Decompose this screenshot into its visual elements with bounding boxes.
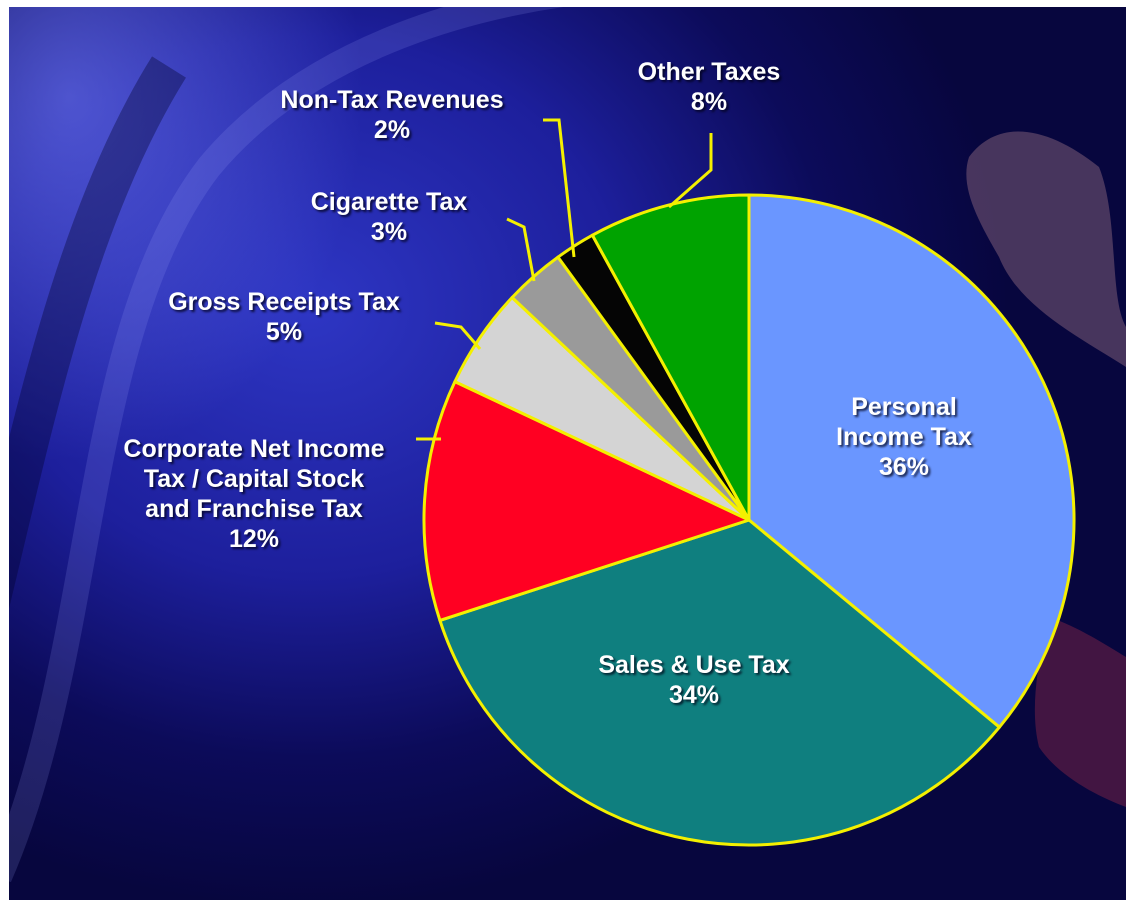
seal-ribbon-decoration <box>1034 617 1126 807</box>
slice-percent: 34% <box>668 681 720 709</box>
slice-label-1: Sales & Use Tax 34% <box>598 650 789 710</box>
leader-line-4 <box>506 217 536 282</box>
slice-percent: 8% <box>690 88 728 116</box>
slice-label-2: Corporate Net Income Tax / Capital Stock a… <box>123 434 384 554</box>
slice-label-6: Other Taxes 8% <box>638 57 781 117</box>
slice-name-line: Personal <box>851 393 957 421</box>
pie-slice-1 <box>438 518 1001 847</box>
seal-wing-decoration <box>966 131 1126 367</box>
pie-slice-2 <box>422 380 751 622</box>
slice-name-line: and Franchise Tax <box>145 495 363 523</box>
slice-name-line: Gross Receipts Tax <box>168 288 400 316</box>
leader-line-5 <box>543 118 576 258</box>
slice-percent: 2% <box>373 116 411 144</box>
slice-label-0: Personal Income Tax 36% <box>836 392 972 482</box>
slice-name-line: Other Taxes <box>637 58 781 86</box>
pie-slice-6 <box>590 193 751 522</box>
chart-slide: Personal Income Tax 36% Sales & Use Tax 34% C… <box>9 7 1126 900</box>
pie-slice-0 <box>747 193 1076 729</box>
slice-name-line: Corporate Net Income <box>123 435 385 463</box>
slice-percent: 36% <box>878 453 930 481</box>
slice-name-line: Sales & Use Tax <box>598 651 790 679</box>
slice-label-5: Non-Tax Revenues 2% <box>280 85 503 145</box>
slice-name-line: Non-Tax Revenues <box>280 86 504 114</box>
leader-line-3 <box>434 321 482 350</box>
slice-percent: 12% <box>228 525 280 553</box>
slice-name-line: Cigarette Tax <box>310 188 468 216</box>
leader-line-6 <box>668 133 713 209</box>
background-arc <box>9 7 564 883</box>
background-arc <box>9 56 186 609</box>
slice-label-4: Cigarette Tax 3% <box>311 187 468 247</box>
slice-name-line: Tax / Capital Stock <box>143 465 365 493</box>
pie-chart <box>416 118 1076 847</box>
slice-percent: 5% <box>265 318 303 346</box>
background-decoration <box>9 7 1126 883</box>
slice-name-line: Income Tax <box>836 423 972 451</box>
slice-label-3: Gross Receipts Tax 5% <box>168 287 400 347</box>
slice-percent: 3% <box>370 218 408 246</box>
